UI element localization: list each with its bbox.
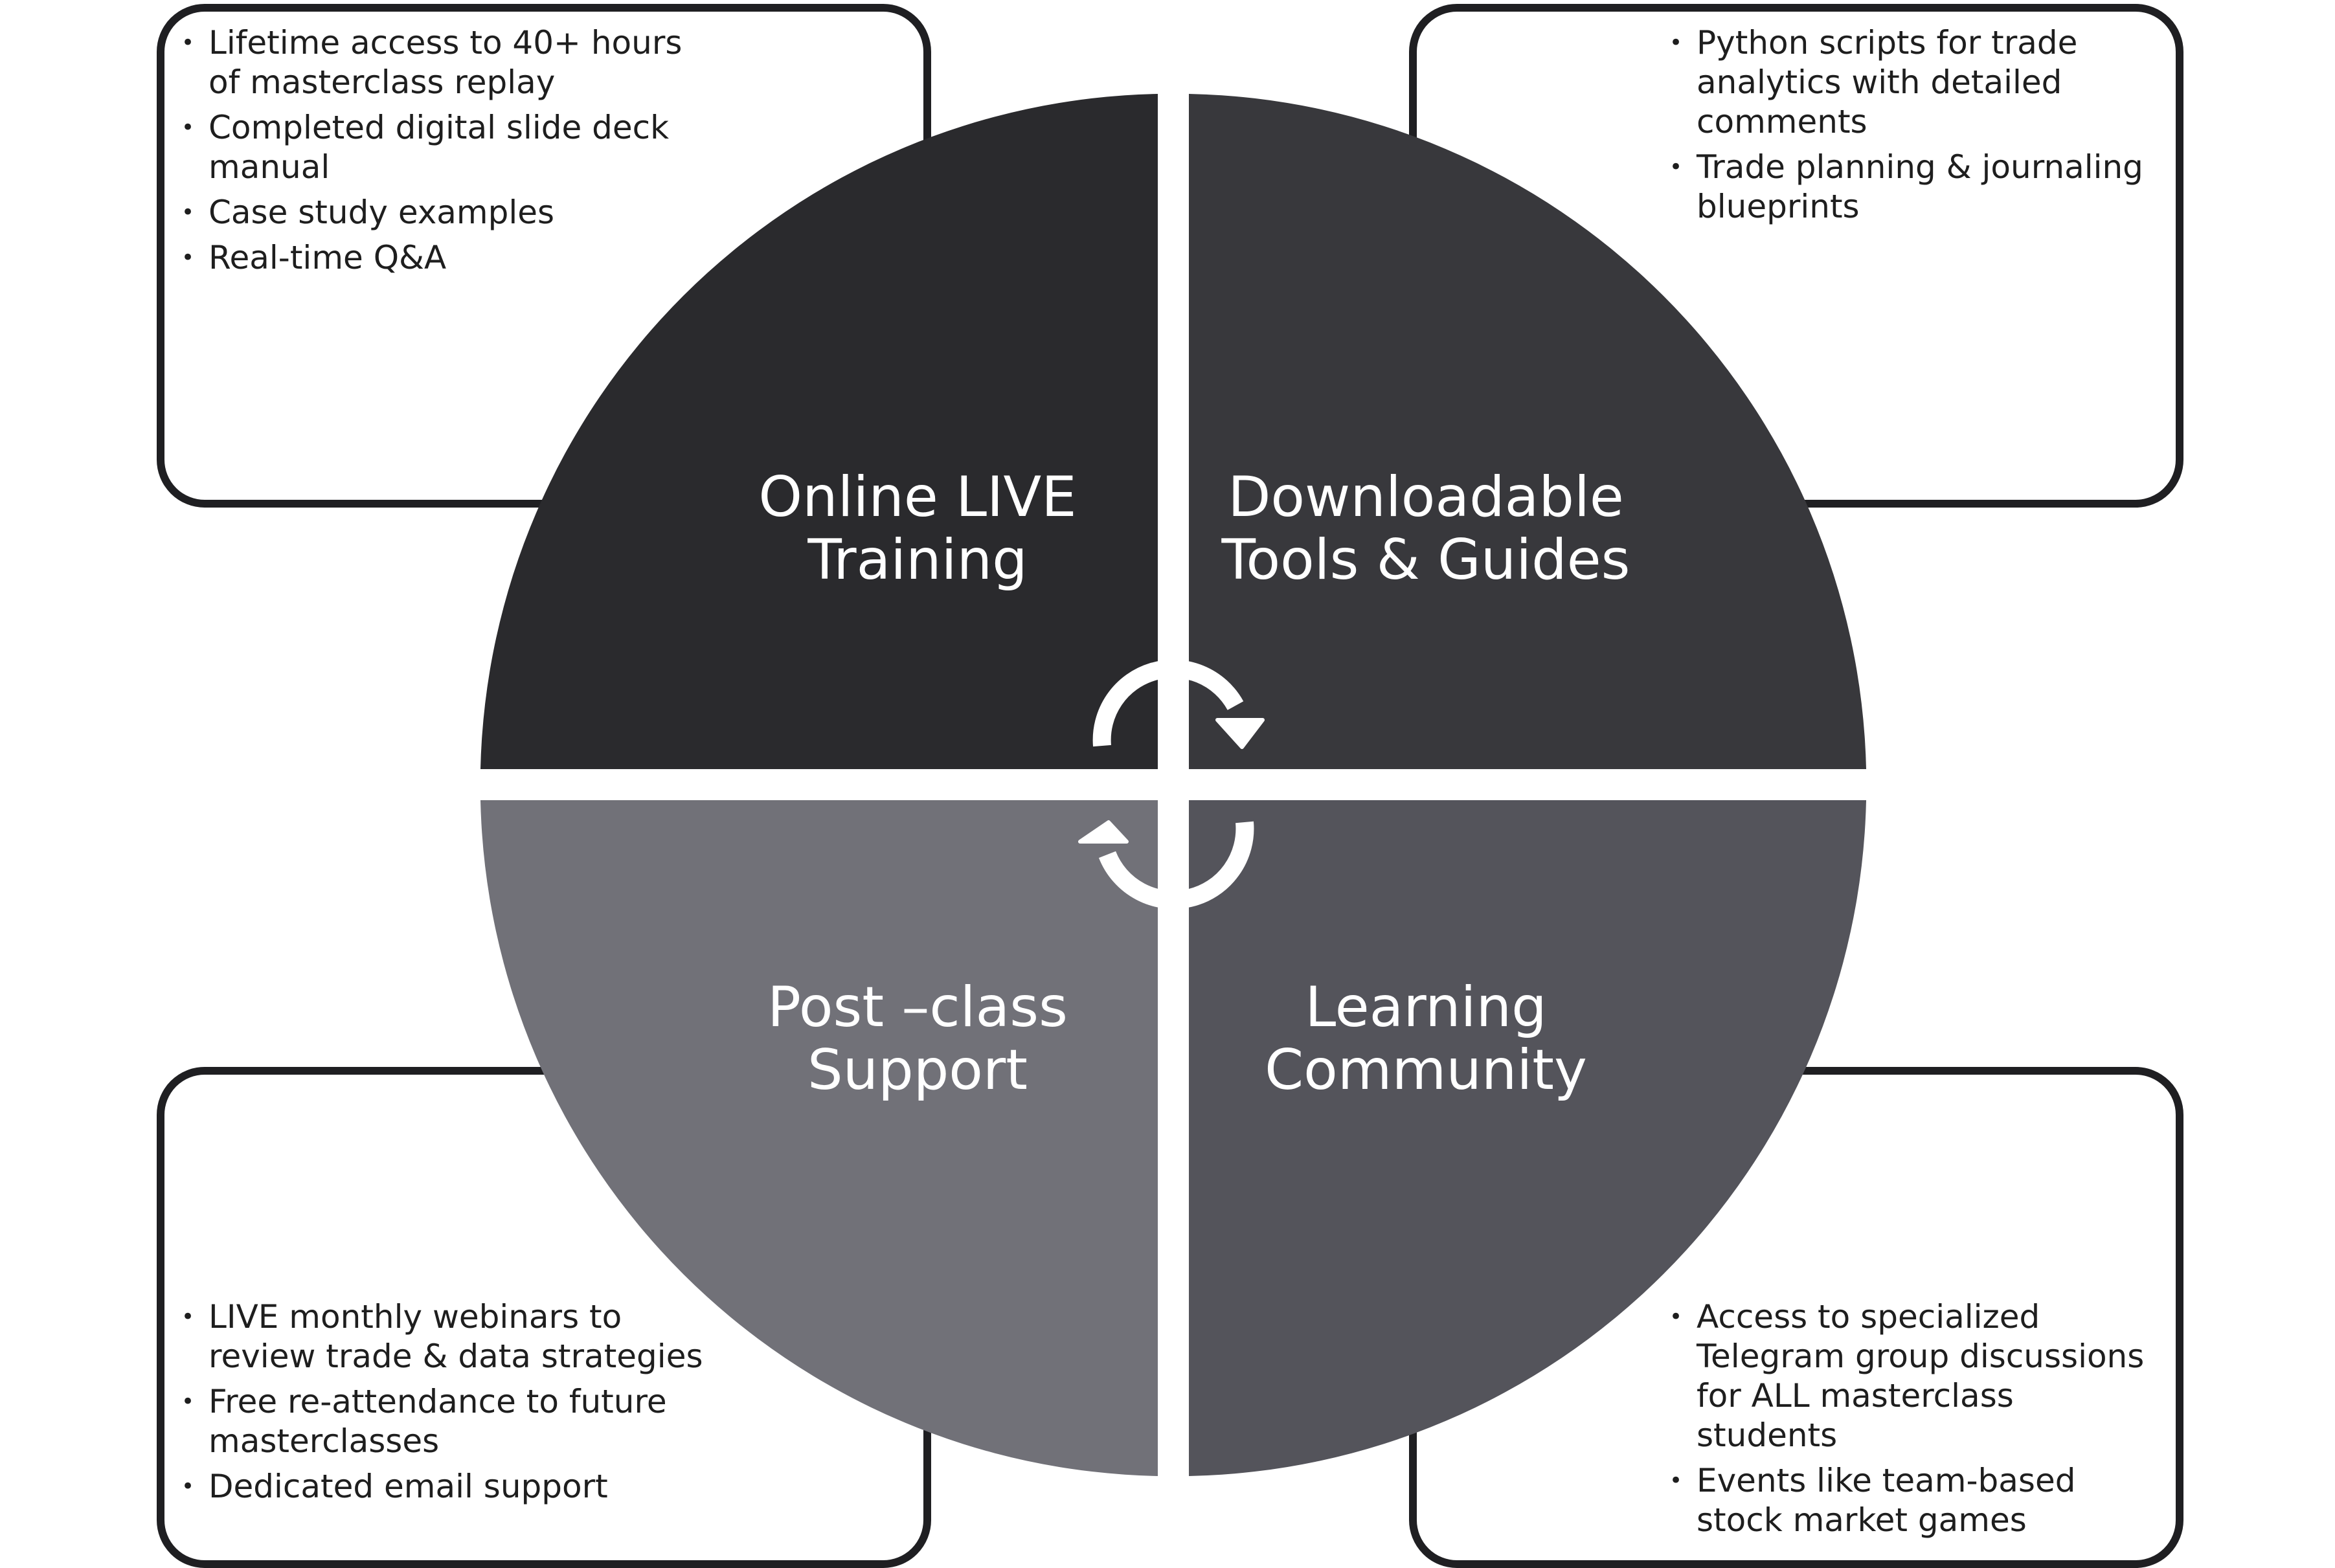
- label-learning-community: Learning Community: [1180, 976, 1672, 1102]
- bullet-icon: •: [1669, 1468, 1683, 1494]
- list-item: • LIVE monthly webinars to review trade &…: [181, 1297, 738, 1376]
- list-item-text: Events like team-based stock market game…: [1697, 1462, 2076, 1539]
- feature-list-online-live-training: • Lifetime access to 40+ hours of masterc…: [181, 23, 699, 284]
- list-item-text: Trade planning & journaling blueprints: [1697, 148, 2143, 225]
- feature-list-downloadable-tools: • Python scripts for trade analytics with…: [1669, 23, 2174, 232]
- label-line: Post –class: [767, 975, 1068, 1040]
- list-item-text: LIVE monthly webinars to review trade & …: [209, 1298, 703, 1375]
- label-line: Training: [807, 528, 1028, 592]
- list-item: • Events like team-based stock market gam…: [1669, 1461, 2161, 1540]
- list-item: • Free re-attendance to future masterclas…: [181, 1382, 738, 1461]
- upper-arrowhead: [1215, 718, 1265, 749]
- label-line: Tools & Guides: [1221, 528, 1630, 592]
- label-online-live-training: Online LIVE Training: [671, 466, 1164, 592]
- list-item-text: Access to specialized Telegram group dis…: [1697, 1298, 2145, 1454]
- bullet-icon: •: [181, 199, 195, 225]
- list-item: • Real-time Q&A: [181, 238, 699, 278]
- feature-list-learning-community: • Access to specialized Telegram group di…: [1669, 1297, 2161, 1546]
- list-item: • Case study examples: [181, 193, 699, 232]
- label-post-class-support: Post –class Support: [671, 976, 1164, 1102]
- upper-arc-arrow: [1092, 660, 1244, 747]
- label-downloadable-tools: Downloadable Tools & Guides: [1180, 466, 1672, 592]
- label-line: Downloadable: [1228, 465, 1624, 530]
- quadrant-online-live-training: [480, 94, 1158, 769]
- list-item-text: Real-time Q&A: [209, 239, 447, 276]
- bullet-icon: •: [181, 1304, 195, 1330]
- bullet-icon: •: [181, 30, 195, 56]
- list-item: • Completed digital slide deck manual: [181, 108, 699, 187]
- list-item: • Lifetime access to 40+ hours of masterc…: [181, 23, 699, 102]
- label-line: Support: [807, 1038, 1028, 1103]
- bullet-icon: •: [181, 1473, 195, 1499]
- list-item-text: Python scripts for trade analytics with …: [1697, 24, 2078, 140]
- bullet-icon: •: [1669, 1304, 1683, 1330]
- bullet-icon: •: [181, 1389, 195, 1415]
- bullet-icon: •: [1669, 154, 1683, 180]
- circular-arrows-icon: [1078, 660, 1265, 909]
- quadrant-learning-community: [1189, 800, 1866, 1476]
- bullet-icon: •: [181, 245, 195, 271]
- list-item: • Dedicated email support: [181, 1467, 738, 1506]
- list-item: • Trade planning & journaling blueprints: [1669, 148, 2174, 227]
- list-item-text: Lifetime access to 40+ hours of mastercl…: [209, 24, 682, 101]
- feature-list-post-class-support: • LIVE monthly webinars to review trade &…: [181, 1297, 738, 1512]
- list-item-text: Free re-attendance to future masterclass…: [209, 1383, 667, 1460]
- list-item: • Python scripts for trade analytics with…: [1669, 23, 2174, 142]
- label-line: Online LIVE: [758, 465, 1077, 530]
- quadrant-post-class-support: [480, 800, 1158, 1476]
- list-item-text: Case study examples: [209, 194, 555, 231]
- label-line: Learning: [1305, 975, 1547, 1040]
- list-item: • Access to specialized Telegram group di…: [1669, 1297, 2161, 1455]
- bullet-icon: •: [1669, 30, 1683, 56]
- quadrant-downloadable-tools: [1189, 94, 1866, 769]
- bullet-icon: •: [181, 115, 195, 140]
- lower-arrowhead: [1078, 820, 1129, 844]
- label-line: Community: [1265, 1038, 1587, 1103]
- list-item-text: Completed digital slide deck manual: [209, 109, 670, 186]
- list-item-text: Dedicated email support: [209, 1468, 608, 1505]
- lower-arc-arrow: [1098, 821, 1254, 909]
